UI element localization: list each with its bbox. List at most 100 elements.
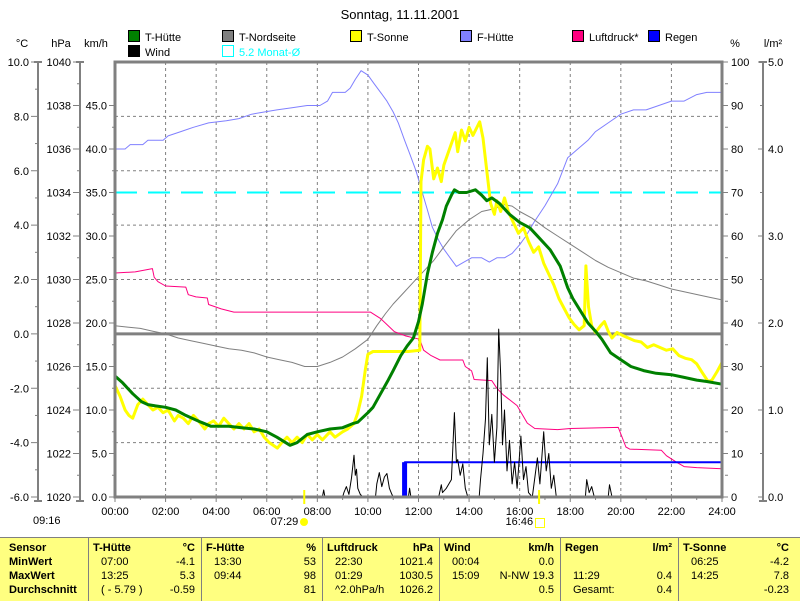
series-group <box>114 70 723 498</box>
x-axis-label: 14:00 <box>455 506 483 518</box>
table-cell: 00:04 <box>452 556 480 568</box>
axis-label: 10.0 <box>86 405 107 417</box>
axis-label: 6.0 <box>14 166 29 178</box>
axis-label: 40.0 <box>86 144 107 156</box>
table-row: 15:09 N-NW 19.3 <box>444 569 556 583</box>
x-axis-label: 10:00 <box>354 506 382 518</box>
table-cell: hPa <box>412 542 433 554</box>
axis-label: 20.0 <box>86 318 107 330</box>
table-cell: l/m² <box>652 542 672 554</box>
legend-label: Luftdruck* <box>589 32 639 44</box>
axis-label: 1028 <box>47 318 71 330</box>
table-row: 0.5 <box>444 583 556 597</box>
axis-label: 1026 <box>47 362 71 374</box>
table-row: Wind km/h <box>444 541 556 555</box>
series-f-hütte <box>115 70 722 267</box>
legend-label: T-Sonne <box>367 32 409 44</box>
sunset-label: 16:46 <box>505 516 534 528</box>
table-cell: T-Hütte <box>93 542 131 554</box>
axis-label: -4.0 <box>10 438 29 450</box>
legend-item-3: T-Sonne <box>350 30 409 44</box>
x-axis-label: 20:00 <box>607 506 635 518</box>
table-cell: 53 <box>303 556 316 568</box>
table-cell: -4.2 <box>770 556 789 568</box>
legend-swatch-icon <box>222 45 234 57</box>
table-row: 06:25 -4.2 <box>683 555 791 569</box>
table-row: 00:04 0.0 <box>444 555 556 569</box>
table-cell: ( - 5.79 ) <box>101 584 143 596</box>
axis-label: 1040 <box>47 57 71 69</box>
table-cell <box>565 555 573 569</box>
series-t-nordseite <box>114 204 723 367</box>
table-row: 11:29 0.4 <box>565 569 674 583</box>
table-cell <box>444 583 452 597</box>
table-cell: 1030.5 <box>399 570 433 582</box>
chart-title: Sonntag, 11.11.2001 <box>340 7 460 22</box>
axis-label: 20 <box>731 405 743 417</box>
axis-label: 3.0 <box>768 231 783 243</box>
axis-label: 45.0 <box>86 101 107 113</box>
x-axis-label: 06:00 <box>253 506 281 518</box>
table-column-wind: Wind km/h 00:04 0.0 15:09 N-NW 19.3 0.5 <box>439 538 560 601</box>
axis-label: 4.0 <box>768 144 783 156</box>
snapshot-time: 09:16 <box>33 515 61 527</box>
table-column-t-sonne: T-Sonne °C 06:25 -4.2 14:25 7.8 -0.23 <box>678 538 795 601</box>
table-cell: Regen <box>565 542 599 554</box>
table-row-label: MaxWert <box>9 570 55 582</box>
axis-label: 80 <box>731 144 743 156</box>
axis-label: -2.0 <box>10 383 29 395</box>
table-cell: T-Sonne <box>683 542 727 554</box>
legend-label: 5.2 Monat-Ø <box>239 47 301 59</box>
table-row-label: Durchschnitt <box>9 584 77 596</box>
x-axis-label: 18:00 <box>556 506 584 518</box>
table-column-sensor: Sensor MinWert MaxWert Durchschnitt <box>5 538 88 601</box>
axis-label: 1034 <box>47 188 71 200</box>
legend-label: F-Hütte <box>477 32 514 44</box>
table-row: T-Hütte °C <box>93 541 197 555</box>
table-row: 07:00 -4.1 <box>93 555 197 569</box>
axis-label: 70 <box>731 188 743 200</box>
x-axis-label: 12:00 <box>405 506 433 518</box>
table-cell: 13:25 <box>101 570 129 582</box>
axis-label: 100 <box>731 57 749 69</box>
legend-swatch-icon <box>350 30 362 42</box>
table-cell: 06:25 <box>691 556 719 568</box>
legend-item-1: T-Hütte <box>128 30 181 44</box>
table-cell: 01:29 <box>335 570 363 582</box>
table-cell: N-NW 19.3 <box>499 570 554 582</box>
table-cell: 13:30 <box>214 556 242 568</box>
axis-label: 0.0 <box>92 492 107 504</box>
table-cell: °C <box>182 542 195 554</box>
table-cell: 7.8 <box>773 570 789 582</box>
axis-label: 15.0 <box>86 362 107 374</box>
table-cell: 5.3 <box>179 570 195 582</box>
legend-label: Regen <box>665 32 698 44</box>
table-row: 14:25 7.8 <box>683 569 791 583</box>
legend-item-6: Regen <box>648 30 698 44</box>
axis-label: 25.0 <box>86 275 107 287</box>
axis-label: 0.0 <box>768 492 783 504</box>
table-row-label: MinWert <box>9 556 53 568</box>
axis-unit-hpa: hPa <box>51 38 71 50</box>
legend-item-8: 5.2 Monat-Ø <box>222 45 301 59</box>
series-regen <box>115 461 722 498</box>
table-cell: 14:25 <box>691 570 719 582</box>
table-cell: 0.0 <box>538 556 554 568</box>
sunrise-label: 07:29 <box>270 516 299 528</box>
table-column-f-hütte: F-Hütte% 13:30 53 09:44 98 81 <box>201 538 322 601</box>
table-row: Luftdruck hPa <box>327 541 435 555</box>
x-axis-label: 02:00 <box>152 506 180 518</box>
axis-unit-percent: % <box>730 38 740 50</box>
legend-swatch-icon <box>460 30 472 42</box>
axis-unit-lm2: l/m² <box>763 38 783 50</box>
table-row: 22:30 1021.4 <box>327 555 435 569</box>
axis-label: 2.0 <box>768 318 783 330</box>
axis-label: 5.0 <box>92 449 107 461</box>
axis-label: 1036 <box>47 144 71 156</box>
axis-label: 1038 <box>47 101 71 113</box>
table-cell: °C <box>776 542 789 554</box>
table-cell: % <box>306 542 316 554</box>
table-cell <box>683 583 691 597</box>
table-cell: 22:30 <box>335 556 363 568</box>
series-luftdruck <box>114 268 723 470</box>
